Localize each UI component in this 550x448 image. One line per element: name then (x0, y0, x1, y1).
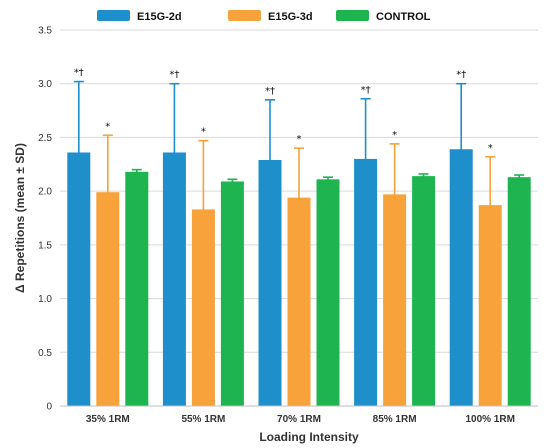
significance-markers: *† * *† * *† * *† * *† * (74, 68, 493, 154)
x-tick-label: 100% 1RM (465, 414, 514, 425)
error-bars (73, 80, 525, 279)
significance-marker: * (297, 134, 302, 145)
bar (449, 149, 473, 406)
y-tick-label: 2.0 (38, 187, 52, 198)
legend-label: E15G-3d (268, 11, 313, 23)
bar (383, 194, 407, 406)
x-tick-label: 55% 1RM (181, 414, 225, 425)
y-tick-label: 1.0 (38, 294, 52, 305)
x-tick-label: 35% 1RM (86, 414, 130, 425)
bars (67, 149, 531, 406)
significance-marker: * (105, 121, 110, 132)
bar (354, 158, 378, 406)
bar (162, 152, 186, 406)
bar (507, 177, 531, 406)
bar (125, 171, 149, 406)
legend-label: E15G-2d (137, 11, 182, 23)
legend-item: E15G-2d (97, 10, 182, 23)
bar (191, 209, 215, 406)
x-tick-label: 85% 1RM (373, 414, 417, 425)
x-axis: 35% 1RM 55% 1RM 70% 1RM 85% 1RM 100% 1RM (60, 405, 538, 425)
y-tick-label: 2.5 (38, 133, 52, 144)
bar (412, 176, 436, 406)
legend-label: CONTROL (376, 11, 431, 23)
bar (220, 181, 244, 406)
y-tick-label: 3.5 (38, 26, 52, 37)
legend: E15G-2d E15G-3d CONTROL (97, 10, 431, 23)
significance-marker: *† (265, 86, 275, 97)
legend-swatch (228, 10, 261, 21)
y-tick-label: 0.5 (38, 348, 52, 359)
y-tick-label: 0 (46, 402, 52, 413)
x-axis-title: Loading Intensity (259, 430, 359, 444)
bar (258, 159, 282, 406)
significance-marker: *† (361, 85, 371, 96)
y-axis-title: Δ Repetitions (mean ± SD) (13, 143, 27, 293)
legend-swatch (336, 10, 369, 21)
y-tick-label: 1.5 (38, 240, 52, 251)
y-tick-label: 3.0 (38, 79, 52, 90)
significance-marker: *† (456, 70, 466, 81)
significance-marker: *† (74, 68, 84, 79)
legend-item: CONTROL (336, 10, 431, 23)
significance-marker: * (488, 143, 493, 154)
bar (478, 205, 502, 406)
y-axis: 0 0.5 1.0 1.5 2.0 2.5 3.0 3.5 (38, 26, 52, 413)
significance-marker: * (392, 130, 397, 141)
x-tick-label: 70% 1RM (277, 414, 321, 425)
bar (287, 197, 311, 406)
legend-item: E15G-3d (228, 10, 313, 23)
significance-marker: * (201, 127, 206, 138)
bar (67, 152, 91, 406)
significance-marker: *† (169, 70, 179, 81)
bar (316, 179, 340, 406)
bar (96, 192, 120, 406)
legend-swatch (97, 10, 130, 21)
